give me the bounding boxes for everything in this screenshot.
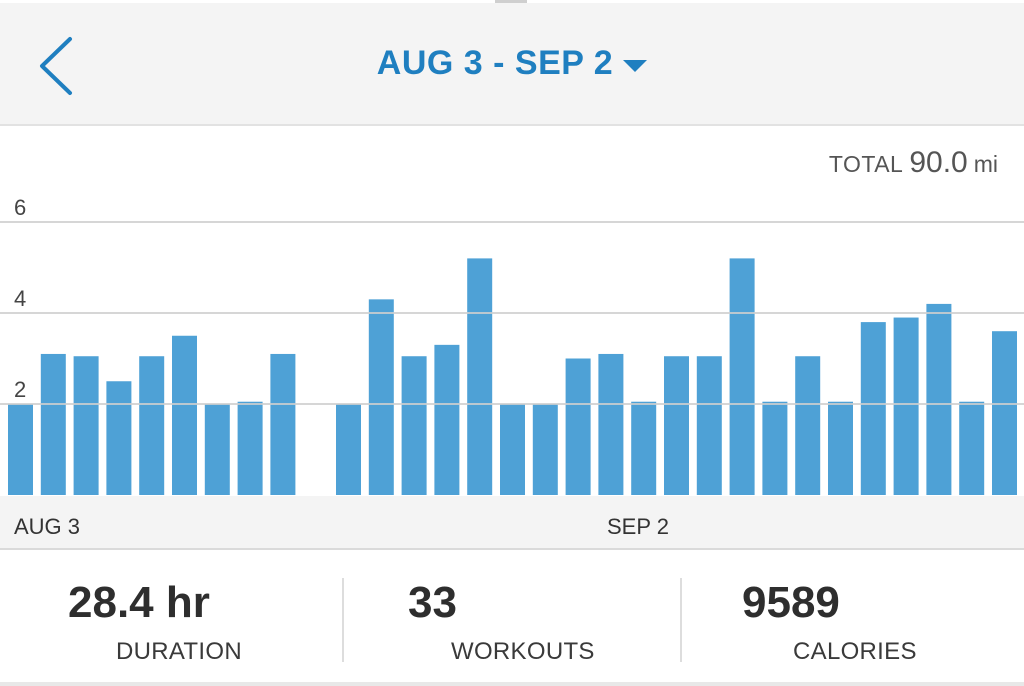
x-axis-label-end: SEP 2: [607, 514, 669, 539]
bar[interactable]: [926, 303, 952, 495]
bar[interactable]: [860, 322, 886, 495]
stat-duration-label: DURATION: [116, 638, 242, 665]
x-axis-band: AUG 3 SEP 2: [0, 496, 1024, 550]
bar[interactable]: [401, 356, 427, 495]
bar[interactable]: [565, 358, 591, 496]
total-label: TOTAL: [828, 151, 904, 177]
bar[interactable]: [204, 404, 230, 495]
bar[interactable]: [828, 401, 853, 495]
stat-workouts-value: 33: [408, 578, 457, 627]
bar[interactable]: [368, 299, 394, 495]
date-range-label: AUG 3 - SEP 2: [376, 44, 614, 82]
chevron-left-icon: [40, 37, 72, 95]
bar[interactable]: [959, 401, 985, 495]
bar[interactable]: [795, 356, 821, 495]
bar[interactable]: [500, 404, 525, 495]
caret-down-icon: [623, 59, 648, 72]
total-value: 90.0: [909, 146, 968, 179]
stat-calories-label: CALORIES: [793, 638, 917, 665]
bar[interactable]: [992, 331, 1017, 495]
bar[interactable]: [139, 356, 165, 495]
bar[interactable]: [762, 401, 788, 495]
bar[interactable]: [434, 344, 460, 495]
bar[interactable]: [106, 381, 132, 495]
bar[interactable]: [664, 356, 689, 495]
bar[interactable]: [40, 353, 66, 495]
stat-duration: 28.4 hr DURATION: [0, 550, 342, 680]
bar[interactable]: [336, 404, 361, 495]
bar[interactable]: [172, 335, 197, 495]
stat-duration-value: 28.4 hr: [68, 578, 210, 627]
bar[interactable]: [729, 258, 755, 495]
stat-divider: [680, 578, 682, 662]
bar[interactable]: [532, 404, 558, 495]
bottom-divider: [0, 682, 1024, 686]
back-button[interactable]: [30, 33, 80, 99]
total-distance: TOTAL 90.0 mi: [829, 146, 998, 180]
stat-workouts: 33 WORKOUTS: [344, 550, 680, 680]
date-range-selector[interactable]: AUG 3 - SEP 2: [376, 44, 648, 83]
y-tick-label: 6: [14, 195, 26, 220]
y-tick-label: 2: [14, 377, 26, 402]
bar[interactable]: [467, 258, 493, 495]
distance-bar-chart: 2 4 6: [0, 195, 1024, 496]
bar[interactable]: [598, 353, 624, 495]
total-unit: mi: [973, 151, 998, 177]
y-tick-label: 4: [14, 286, 26, 311]
stat-divider: [342, 578, 344, 662]
stats-row: 28.4 hr DURATION 33 WORKOUTS 9589 CALORI…: [0, 550, 1024, 680]
stat-workouts-label: WORKOUTS: [451, 638, 595, 665]
bar[interactable]: [270, 353, 296, 495]
bar[interactable]: [237, 401, 263, 495]
x-axis-label-start: AUG 3: [14, 514, 81, 539]
pull-handle: [495, 0, 527, 3]
bar[interactable]: [73, 356, 99, 495]
header-bar: AUG 3 - SEP 2: [0, 3, 1024, 126]
stat-calories-value: 9589: [742, 578, 840, 627]
bar[interactable]: [8, 404, 33, 495]
stat-calories: 9589 CALORIES: [682, 550, 1024, 680]
bar[interactable]: [893, 317, 919, 495]
bar[interactable]: [696, 356, 722, 495]
bar[interactable]: [631, 401, 657, 495]
